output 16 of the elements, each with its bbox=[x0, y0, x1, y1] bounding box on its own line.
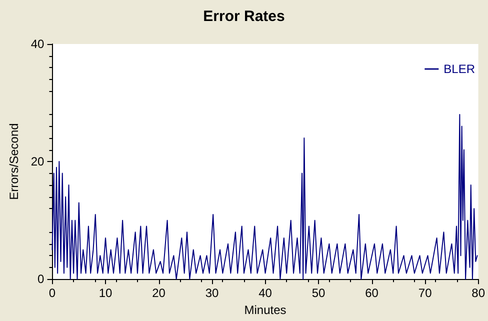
x-tick-label: 40 bbox=[258, 286, 272, 300]
y-tick-label: 0 bbox=[38, 272, 45, 286]
x-tick-label: 20 bbox=[152, 286, 166, 300]
x-axis-title: Minutes bbox=[244, 303, 286, 317]
y-tick-label: 20 bbox=[30, 154, 45, 169]
x-tick-label: 30 bbox=[205, 286, 220, 300]
x-tick-label: 0 bbox=[48, 286, 56, 300]
x-tick-label: 70 bbox=[418, 286, 432, 300]
legend-label: BLER bbox=[444, 62, 476, 76]
chart-title: Error Rates bbox=[203, 8, 285, 25]
x-tick-label: 50 bbox=[312, 286, 326, 300]
y-axis-title: Errors/Second bbox=[7, 123, 21, 200]
x-tick-label: 60 bbox=[365, 286, 379, 300]
x-tick-label: 80 bbox=[472, 286, 486, 300]
y-tick-label: 40 bbox=[30, 37, 45, 51]
x-tick-label: 10 bbox=[98, 286, 112, 300]
